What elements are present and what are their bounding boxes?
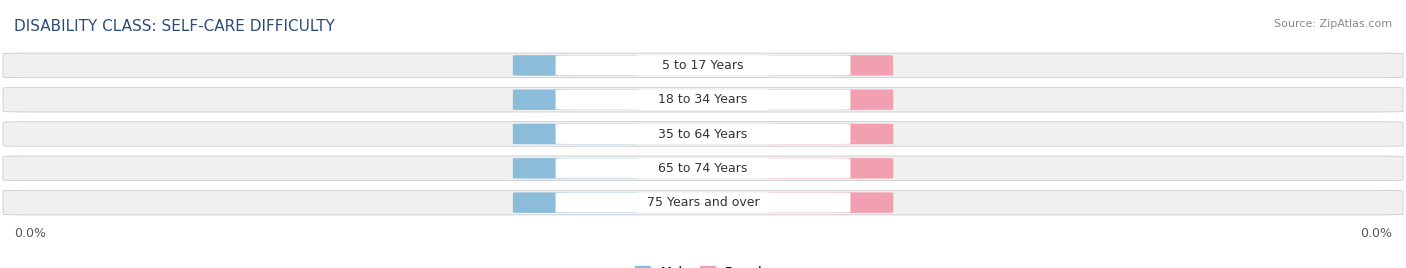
Text: 0.0%: 0.0% [815,129,846,139]
FancyBboxPatch shape [3,156,1403,181]
FancyBboxPatch shape [555,158,851,178]
FancyBboxPatch shape [3,53,1403,78]
FancyBboxPatch shape [513,192,638,213]
FancyBboxPatch shape [3,87,1403,112]
FancyBboxPatch shape [513,90,638,110]
FancyBboxPatch shape [513,158,638,178]
FancyBboxPatch shape [768,192,893,213]
Text: 65 to 74 Years: 65 to 74 Years [658,162,748,175]
Text: 35 to 64 Years: 35 to 64 Years [658,128,748,140]
FancyBboxPatch shape [555,90,851,110]
FancyBboxPatch shape [555,193,851,213]
Text: 0.0%: 0.0% [815,163,846,173]
FancyBboxPatch shape [555,124,851,144]
FancyBboxPatch shape [768,124,893,144]
Text: 75 Years and over: 75 Years and over [647,196,759,209]
Text: 5 to 17 Years: 5 to 17 Years [662,59,744,72]
Text: 18 to 34 Years: 18 to 34 Years [658,93,748,106]
Text: 0.0%: 0.0% [560,60,591,70]
Text: 0.0%: 0.0% [14,227,46,240]
Legend: Male, Female: Male, Female [636,266,770,268]
Text: Source: ZipAtlas.com: Source: ZipAtlas.com [1274,19,1392,29]
FancyBboxPatch shape [513,55,638,76]
Text: 0.0%: 0.0% [1360,227,1392,240]
Text: DISABILITY CLASS: SELF-CARE DIFFICULTY: DISABILITY CLASS: SELF-CARE DIFFICULTY [14,19,335,34]
Text: 0.0%: 0.0% [560,198,591,208]
FancyBboxPatch shape [3,190,1403,215]
FancyBboxPatch shape [768,90,893,110]
Text: 0.0%: 0.0% [815,95,846,105]
FancyBboxPatch shape [768,55,893,76]
FancyBboxPatch shape [513,124,638,144]
Text: 0.0%: 0.0% [560,95,591,105]
Text: 0.0%: 0.0% [815,198,846,208]
FancyBboxPatch shape [768,158,893,178]
FancyBboxPatch shape [555,55,851,75]
Text: 0.0%: 0.0% [560,163,591,173]
Text: 0.0%: 0.0% [815,60,846,70]
FancyBboxPatch shape [3,122,1403,146]
Text: 0.0%: 0.0% [560,129,591,139]
